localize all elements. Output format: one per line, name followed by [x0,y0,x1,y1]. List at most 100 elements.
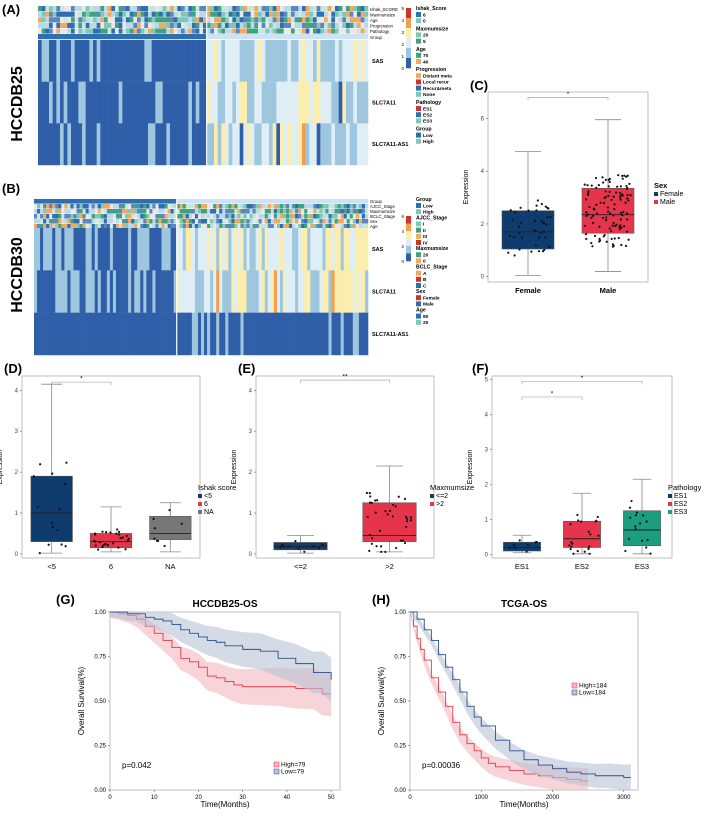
annotation-cell [225,22,229,28]
annotation-cell [37,219,41,224]
y-tick-label: 4 [481,169,485,175]
heatmap-cell [310,270,314,313]
annotation-cell [88,214,92,219]
annotation-cell [63,17,68,23]
annotation-cell [316,199,320,204]
annotation-cell [70,219,74,224]
data-point [615,191,618,194]
heatmap-cell [264,312,269,356]
annotation-cell [100,199,105,204]
heatmap-cell [143,228,147,271]
annotation-cell [302,6,306,12]
heatmap-cell [144,123,149,166]
heatmap-cell [52,40,57,82]
heatmap-cell [325,228,329,271]
heatmap-cell [71,123,75,166]
annotation-cell [283,6,288,12]
data-point [369,495,372,498]
data-point [627,537,631,541]
annotation-cell [335,17,339,23]
annotation-cell [82,209,86,214]
data-point [616,185,619,188]
heatmap-cell [78,123,83,166]
legend-swatch [416,313,421,319]
data-point [539,231,542,235]
heatmap-cell [118,40,123,82]
annotation-cell [70,204,74,209]
annotation-cell [151,28,156,34]
heatmap-cell [67,228,71,271]
annotation-cell [37,224,41,229]
data-point [586,184,589,187]
heatmap-cell [191,228,196,271]
annotation-cell [364,209,369,214]
data-point [50,521,54,524]
annotation-cell [100,209,105,214]
heatmap-cell [140,228,144,271]
annotation-cell [313,204,317,209]
annotation-cell [265,11,270,17]
heatmap-cell [204,228,208,271]
heatmap-cell [364,40,369,82]
data-point [105,531,108,534]
data-point [646,538,649,542]
annotation-cell [228,209,232,214]
data-point [586,213,590,216]
annotation-cell [140,34,145,40]
legend-swatch [273,761,280,768]
data-point [368,533,371,537]
annotation-cell [43,214,47,219]
annotation-cell [137,199,141,204]
annotation-cell [334,209,338,214]
annotation-cell [109,209,114,214]
annotation-cell [331,11,336,17]
annotation-cell [118,6,123,12]
legend-title: Sex [416,289,425,295]
annotation-cell [255,219,259,224]
data-point [628,506,632,509]
annotation-cell [143,219,147,224]
data-point [537,236,541,239]
legend-swatch [416,258,421,264]
annotation-cell [343,199,348,204]
heatmap-cell [320,123,325,166]
data-point [403,497,407,501]
annotation-cell [170,224,174,229]
annotation-cell [352,219,357,224]
annotation-cell [188,219,193,224]
heatmap-cell [60,81,64,124]
annotation-cell [294,28,299,34]
annotation-cell [228,219,232,224]
x-tick-label: 2000 [546,795,560,801]
heatmap-cell [103,270,108,313]
data-point [535,209,538,212]
annotation-cell [276,6,281,12]
data-point [117,530,121,533]
data-point [594,520,597,523]
annotation-cell [134,199,138,204]
annotation-cell [197,199,202,204]
annotation-cell [82,34,86,40]
heatmap-cell [37,228,41,271]
annotation-cell [61,209,65,214]
legend-swatch [416,203,421,208]
annotation-cell [181,17,185,23]
annotation-cell [282,224,287,229]
heatmap-cell [133,40,138,82]
legend-item: <5 [204,493,212,500]
annotation-cell [137,34,141,40]
annotation-cell [283,34,288,40]
data-point [101,546,104,549]
data-point [608,227,611,230]
annotation-cell [148,28,152,34]
gene-label: SLC7A11-AS1 [372,332,408,338]
heatmap-cell [261,270,266,313]
significance-mark: * [80,376,83,383]
heatmap-cell [167,270,171,313]
heatmap-cell [254,81,259,124]
annotation-cell [166,11,171,17]
legend-item: None [423,92,435,98]
annotation-cell [201,204,205,209]
annotation-cell [270,209,275,214]
